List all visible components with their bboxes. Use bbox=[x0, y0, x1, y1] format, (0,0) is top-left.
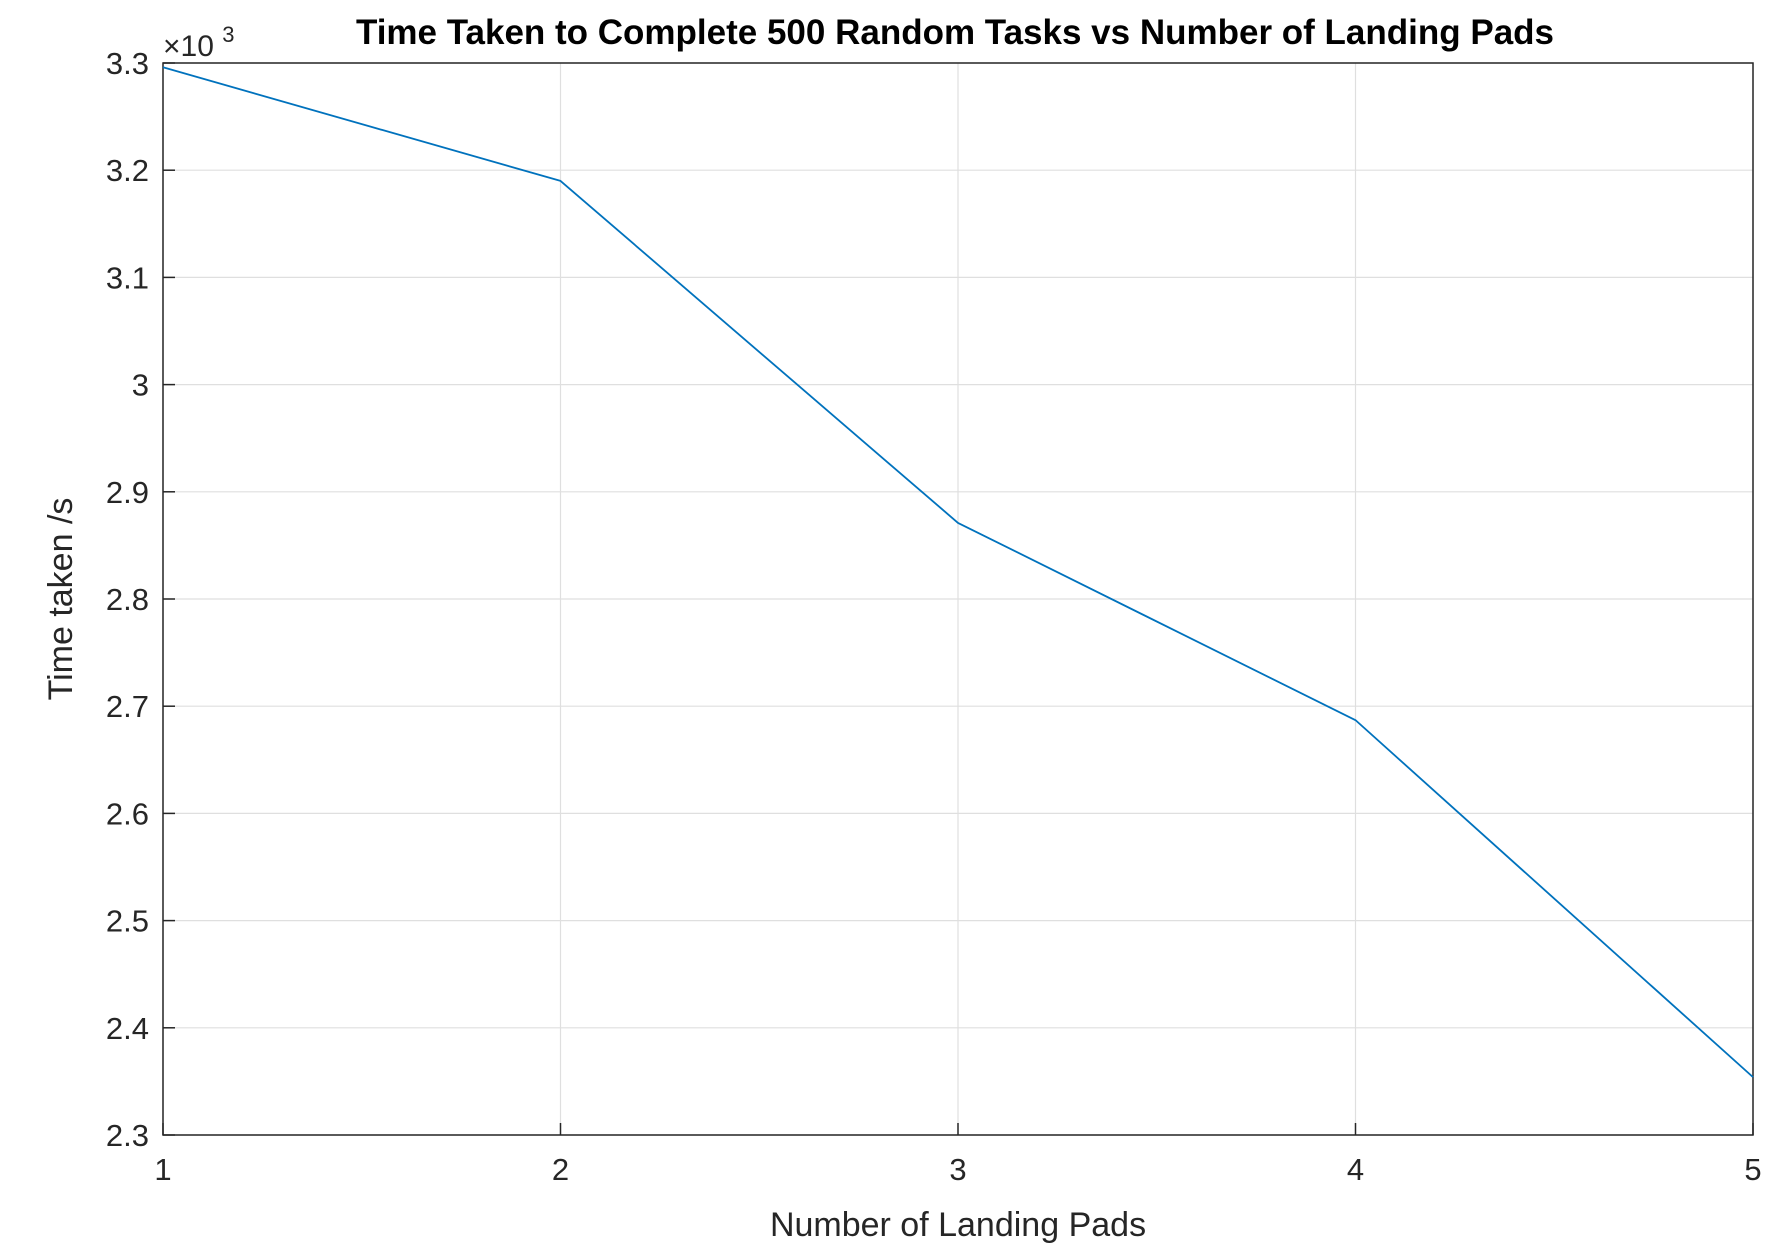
x-axis-label: Number of Landing Pads bbox=[770, 1206, 1146, 1244]
y-tick-label: 2.7 bbox=[106, 689, 149, 724]
y-tick-label: 2.8 bbox=[106, 582, 149, 617]
y-tick-label: 2.3 bbox=[106, 1118, 149, 1153]
y-tick-label: 3 bbox=[132, 368, 149, 403]
y-tick-label: 2.5 bbox=[106, 904, 149, 939]
y-tick-label: 2.4 bbox=[106, 1011, 149, 1046]
y-tick-label: 2.9 bbox=[106, 475, 149, 510]
x-tick-label: 5 bbox=[1744, 1152, 1761, 1187]
y-axis-label: Time taken /s bbox=[42, 498, 80, 701]
y-tick-label: 2.6 bbox=[106, 796, 149, 831]
x-tick-label: 4 bbox=[1347, 1152, 1364, 1187]
x-tick-label: 2 bbox=[552, 1152, 569, 1187]
y-tick-label: 3.3 bbox=[106, 46, 149, 81]
chart-title: Time Taken to Complete 500 Random Tasks … bbox=[356, 13, 1554, 52]
x-tick-label: 1 bbox=[154, 1152, 171, 1187]
y-axis-exponent-power: 3 bbox=[222, 22, 234, 47]
y-tick-label: 3.1 bbox=[106, 260, 149, 295]
y-axis-exponent-base: ×10 bbox=[163, 30, 214, 63]
y-tick-label: 3.2 bbox=[106, 153, 149, 188]
x-tick-label: 3 bbox=[949, 1152, 966, 1187]
